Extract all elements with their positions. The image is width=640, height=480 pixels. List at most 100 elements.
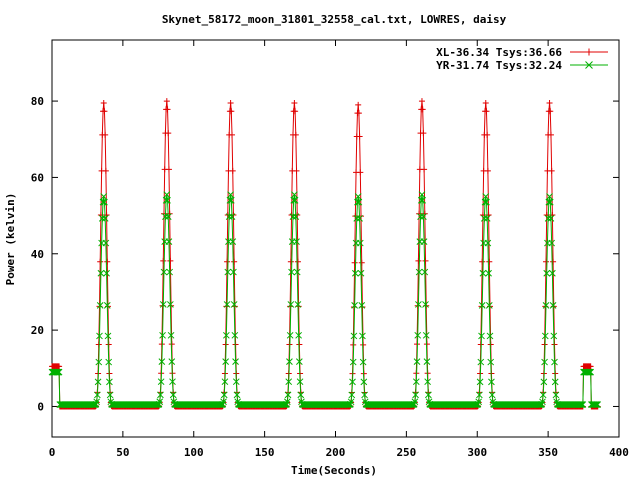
data-point: [476, 391, 483, 399]
data-point: [586, 368, 594, 376]
data-point: [220, 398, 227, 406]
data-point: [422, 301, 429, 308]
data-point: [547, 131, 554, 138]
data-point: [160, 268, 168, 276]
data-point: [578, 401, 585, 408]
data-point: [592, 401, 600, 408]
data-point: [355, 110, 362, 117]
data-point: [156, 398, 164, 406]
y-tick-label: 60: [31, 171, 44, 184]
data-point: [100, 99, 107, 106]
data-point: [584, 368, 592, 376]
data-point: [546, 198, 554, 206]
x-tick-label: 150: [255, 446, 275, 459]
data-point: [167, 257, 174, 264]
data-point: [541, 358, 548, 366]
y-tick-label: 80: [31, 95, 44, 108]
data-point: [101, 108, 108, 115]
data-point: [413, 358, 421, 366]
data-point: [478, 332, 485, 340]
data-point: [287, 258, 294, 265]
data-point: [420, 213, 427, 221]
data-point: [290, 196, 298, 204]
data-point: [347, 398, 355, 406]
x-axis-label: Time(Seconds): [291, 464, 377, 477]
data-point: [547, 215, 555, 222]
data-point: [220, 391, 228, 399]
x-tick-label: 350: [538, 446, 558, 459]
data-point: [169, 378, 176, 386]
data-point: [155, 400, 163, 408]
legend-marker: [585, 48, 593, 56]
data-point: [542, 258, 549, 265]
data-point: [294, 258, 301, 265]
data-point: [224, 258, 231, 265]
data-point: [542, 302, 550, 309]
data-point: [476, 378, 484, 386]
data-point: [280, 401, 288, 408]
data-point: [293, 238, 300, 245]
data-point: [100, 193, 108, 200]
data-point: [585, 368, 592, 376]
data-point: [164, 196, 171, 204]
data-point: [165, 130, 172, 137]
data-point: [546, 99, 553, 106]
data-point: [297, 391, 305, 399]
data-point: [102, 131, 109, 138]
data-point: [223, 301, 231, 308]
data-point: [98, 215, 106, 222]
data-point: [101, 215, 109, 222]
data-point: [421, 268, 429, 276]
data-point: [415, 301, 422, 308]
data-point: [165, 238, 173, 245]
data-point: [102, 239, 110, 247]
data-point: [478, 302, 486, 309]
data-point: [289, 213, 297, 221]
data-point: [546, 193, 553, 200]
data-point: [105, 358, 113, 366]
data-point: [95, 358, 103, 366]
data-point: [169, 391, 177, 399]
data-point: [547, 108, 554, 115]
data-point: [168, 358, 176, 366]
data-point: [356, 133, 363, 140]
data-point: [230, 301, 238, 308]
data-point: [483, 108, 490, 115]
legend-label: YR-31.74 Tsys:32.24: [436, 59, 562, 72]
data-point: [552, 391, 560, 399]
data-point: [592, 401, 599, 408]
data-point: [227, 191, 234, 198]
data-point: [423, 358, 431, 366]
data-point: [226, 196, 234, 204]
data-point: [164, 213, 172, 221]
data-point: [157, 378, 165, 386]
data-point: [488, 391, 496, 399]
y-tick-label: 40: [31, 248, 44, 261]
data-point: [233, 391, 241, 399]
data-point: [228, 108, 235, 115]
data-point: [486, 258, 493, 265]
data-point: [99, 198, 107, 206]
data-point: [541, 332, 549, 340]
data-point: [480, 215, 488, 222]
data-point: [104, 332, 112, 340]
data-point: [549, 269, 556, 277]
data-point: [479, 269, 487, 277]
data-point: [55, 368, 63, 376]
data-point: [550, 258, 557, 265]
data-point: [577, 401, 585, 408]
data-point: [228, 213, 236, 221]
data-point: [419, 106, 426, 113]
data-point: [55, 368, 62, 376]
x-tick-label: 0: [49, 446, 56, 459]
x-tick-label: 250: [396, 446, 416, 459]
data-point: [351, 269, 359, 277]
data-point: [415, 257, 422, 264]
x-tick-label: 100: [184, 446, 204, 459]
data-point: [417, 213, 424, 221]
data-point: [420, 238, 428, 245]
data-point: [283, 398, 291, 406]
data-point: [97, 269, 105, 277]
data-point: [291, 196, 299, 204]
